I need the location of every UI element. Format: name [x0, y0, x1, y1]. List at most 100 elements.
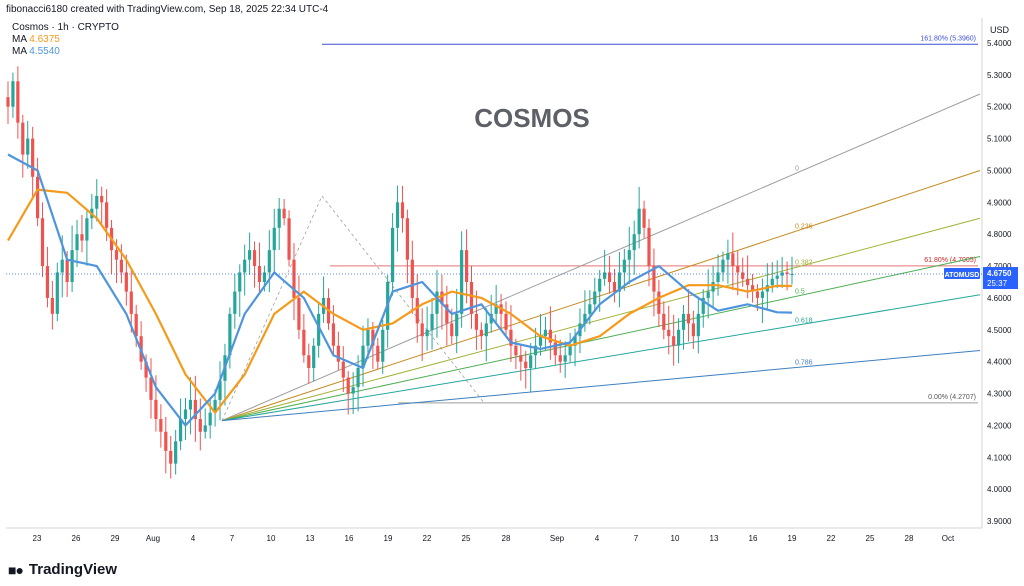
- candle-body: [657, 291, 661, 314]
- candle-body: [331, 323, 336, 346]
- candle-body: [164, 431, 168, 451]
- x-tick-label: 10: [671, 534, 680, 543]
- candle-body: [188, 399, 193, 410]
- fib-fan-label: 0.786: [795, 360, 813, 367]
- candle-body: [124, 272, 128, 292]
- candle-body: [543, 329, 548, 337]
- candle-body: [159, 419, 163, 432]
- candle-body: [75, 234, 79, 251]
- symbol-tag-text: ATOMUSD: [945, 272, 980, 279]
- candle-body: [346, 377, 350, 394]
- candle-body: [336, 345, 340, 362]
- legend-ma-slow[interactable]: MA 4.6375: [12, 34, 119, 46]
- candle-body: [770, 278, 774, 286]
- candle-body: [292, 259, 296, 298]
- candle-body: [548, 329, 552, 343]
- tradingview-branding[interactable]: ■● TradingView: [8, 561, 117, 578]
- candle-body: [760, 291, 765, 298]
- candle-body: [568, 345, 572, 356]
- ma-slow-line[interactable]: [7, 188, 793, 414]
- chart-title: COSMOS: [474, 103, 590, 133]
- candle-body: [479, 329, 483, 337]
- candle-body: [573, 336, 577, 346]
- x-tick-label: 7: [230, 534, 235, 543]
- candle-body: [50, 297, 54, 314]
- candle-body: [450, 323, 454, 337]
- candle-body: [178, 419, 183, 442]
- ma-fast-line[interactable]: [7, 153, 793, 427]
- candle-body: [45, 266, 50, 298]
- fib-connector-up: [221, 195, 323, 421]
- x-tick-label: 25: [866, 534, 875, 543]
- legend-ma-fast[interactable]: MA 4.5540: [12, 46, 119, 58]
- candle-body: [755, 291, 760, 298]
- candle-body: [750, 285, 755, 292]
- fib-level-161-label: 161.80% (5.3960): [920, 35, 976, 42]
- candle-body: [233, 291, 237, 314]
- candle-body: [366, 329, 370, 346]
- fib-fan-label: 0: [795, 166, 799, 173]
- x-tick-label: 22: [423, 534, 432, 543]
- candle-body: [302, 329, 306, 356]
- candle-body: [252, 250, 257, 267]
- candle-body: [70, 250, 74, 282]
- candle-body: [696, 313, 700, 337]
- candle-body: [395, 202, 400, 228]
- x-tick-label: Aug: [146, 534, 160, 543]
- y-tick-label: 4.3000: [987, 390, 1012, 399]
- y-tick-label: 4.4000: [987, 358, 1012, 367]
- x-tick-label: 16: [749, 534, 758, 543]
- candle-body: [26, 138, 30, 155]
- legend-ma-slow-value: 4.6375: [29, 34, 60, 45]
- candle-body: [612, 282, 617, 292]
- legend-ma-slow-label: MA: [12, 34, 27, 45]
- candle-body: [11, 81, 15, 107]
- symbol-line[interactable]: Cosmos · 1h · CRYPTO: [12, 22, 119, 33]
- attribution-text: fibonacci6180 created with TradingView.c…: [6, 4, 329, 15]
- x-tick-label: Sep: [550, 534, 565, 543]
- candle-body: [469, 282, 474, 314]
- y-tick-label: 4.9000: [987, 198, 1012, 207]
- y-tick-label: 4.8000: [987, 230, 1012, 239]
- y-axis-ticks: 5.4000 5.3000 5.2000 5.1000 5.0000 4.9000 4.80…: [987, 39, 1012, 526]
- candle-body: [553, 342, 557, 356]
- candle-body: [440, 291, 444, 305]
- candle-body: [514, 345, 518, 356]
- fib-fan-line[interactable]: [221, 93, 981, 422]
- candle-body: [524, 361, 528, 369]
- candle-body: [55, 272, 59, 314]
- candle-body: [376, 345, 380, 362]
- candle-body: [60, 259, 64, 273]
- candle-body: [780, 272, 784, 276]
- fib-fan-label: 0.5: [795, 289, 805, 296]
- x-tick-label: 25: [462, 534, 471, 543]
- candle-body: [80, 234, 84, 241]
- chart-legend[interactable]: Cosmos · 1h · CRYPTO MA 4.6375 MA 4.5540: [12, 22, 119, 58]
- candle-body: [114, 250, 119, 260]
- candle-body: [686, 313, 691, 324]
- y-tick-label: 5.0000: [987, 166, 1012, 175]
- candle-body: [681, 313, 686, 330]
- x-tick-label: 4: [191, 534, 196, 543]
- candle-body: [105, 202, 109, 228]
- candle-body: [533, 345, 538, 356]
- candle-body: [672, 336, 676, 346]
- y-tick-label: 4.2000: [987, 421, 1012, 430]
- candle-body: [307, 355, 311, 369]
- candle-body: [706, 291, 710, 298]
- candle-body: [272, 227, 276, 251]
- candle-body: [267, 250, 271, 273]
- candle-body: [228, 313, 232, 356]
- fib-fan-label: 0.618: [795, 317, 813, 324]
- candle-body: [174, 441, 178, 464]
- candle-body: [603, 272, 607, 279]
- candle-body: [144, 361, 148, 378]
- y-tick-label: 4.0000: [987, 485, 1012, 494]
- candle-body: [588, 304, 592, 314]
- candle-body: [622, 259, 626, 273]
- y-tick-label: 4.7000: [987, 262, 1012, 271]
- symbol-tag: [944, 268, 980, 280]
